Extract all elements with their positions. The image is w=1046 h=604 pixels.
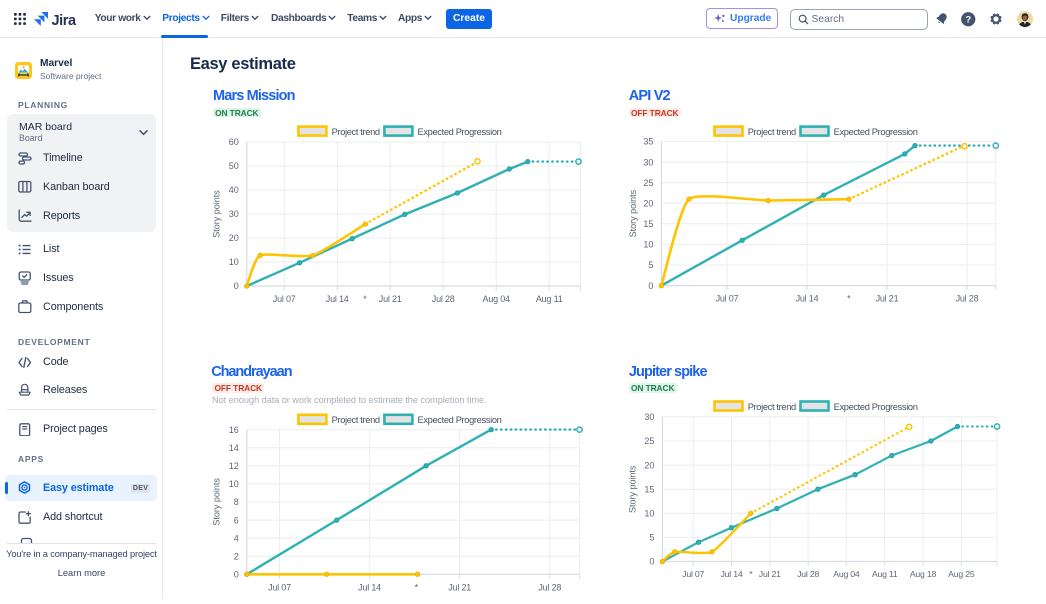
svg-text:0: 0 xyxy=(234,281,239,291)
svg-text:Jul 14: Jul 14 xyxy=(796,294,819,304)
svg-text:30: 30 xyxy=(644,412,654,422)
svg-text:*: * xyxy=(749,569,753,579)
svg-text:20: 20 xyxy=(643,199,653,209)
svg-text:Jul 07: Jul 07 xyxy=(273,294,296,304)
svg-text:*: * xyxy=(415,582,419,592)
svg-text:Aug 04: Aug 04 xyxy=(833,569,860,579)
svg-text:5: 5 xyxy=(648,260,653,270)
svg-text:Project trend: Project trend xyxy=(748,127,796,137)
svg-text:30: 30 xyxy=(229,209,239,219)
svg-text:Project trend: Project trend xyxy=(748,402,796,412)
svg-text:10: 10 xyxy=(643,240,653,250)
svg-text:Jul 07: Jul 07 xyxy=(268,582,291,592)
svg-text:Aug 25: Aug 25 xyxy=(948,569,975,579)
svg-text:Story points: Story points xyxy=(212,190,222,238)
svg-text:?: ? xyxy=(965,15,971,26)
svg-text:20: 20 xyxy=(229,233,239,243)
svg-text:Project trend: Project trend xyxy=(332,415,380,425)
svg-text:Aug 04: Aug 04 xyxy=(483,294,511,304)
svg-text:Aug 11: Aug 11 xyxy=(536,294,563,304)
svg-text:Expected Progression: Expected Progression xyxy=(418,127,502,137)
svg-text:Expected Progression: Expected Progression xyxy=(418,415,502,425)
svg-text:25: 25 xyxy=(643,178,653,188)
svg-text:Story points: Story points xyxy=(628,465,638,513)
svg-text:Aug 18: Aug 18 xyxy=(910,569,937,579)
svg-text:0: 0 xyxy=(234,570,239,580)
svg-text:5: 5 xyxy=(649,533,654,543)
svg-text:Jul 14: Jul 14 xyxy=(721,569,743,579)
svg-text:6: 6 xyxy=(234,515,239,525)
svg-text:2: 2 xyxy=(234,551,239,561)
svg-text:Jul 14: Jul 14 xyxy=(326,294,349,304)
svg-text:10: 10 xyxy=(229,479,239,489)
svg-text:Jul 07: Jul 07 xyxy=(682,569,704,579)
svg-text:Story points: Story points xyxy=(212,478,222,526)
svg-text:0: 0 xyxy=(648,281,653,291)
svg-text:15: 15 xyxy=(644,484,654,494)
svg-text:15: 15 xyxy=(643,219,653,229)
svg-text:Jul 21: Jul 21 xyxy=(448,582,471,592)
svg-text:50: 50 xyxy=(229,161,239,171)
svg-text:*: * xyxy=(363,294,367,304)
svg-text:60: 60 xyxy=(229,137,239,147)
svg-text:16: 16 xyxy=(229,425,239,435)
svg-text:Jul 07: Jul 07 xyxy=(716,294,739,304)
svg-text:12: 12 xyxy=(229,461,239,471)
svg-text:Project trend: Project trend xyxy=(332,127,380,137)
svg-text:35: 35 xyxy=(643,137,653,147)
svg-text:Jira: Jira xyxy=(51,13,77,28)
svg-text:Story points: Story points xyxy=(628,189,638,237)
svg-text:Jul 14: Jul 14 xyxy=(358,582,381,592)
svg-text:4: 4 xyxy=(234,533,239,543)
svg-text:10: 10 xyxy=(644,509,654,519)
svg-text:Jul 28: Jul 28 xyxy=(956,294,979,304)
svg-text:20: 20 xyxy=(644,460,654,470)
svg-text:Jul 28: Jul 28 xyxy=(797,569,819,579)
svg-text:Jul 21: Jul 21 xyxy=(876,294,899,304)
svg-text:0: 0 xyxy=(649,557,654,567)
svg-text:Expected Progression: Expected Progression xyxy=(834,127,918,137)
svg-text:Aug 11: Aug 11 xyxy=(872,569,898,579)
svg-text:30: 30 xyxy=(643,157,653,167)
svg-text:14: 14 xyxy=(229,443,239,453)
svg-text:Expected Progression: Expected Progression xyxy=(834,402,918,412)
svg-text:10: 10 xyxy=(229,257,239,267)
svg-text:*: * xyxy=(847,294,851,304)
svg-text:Jul 21: Jul 21 xyxy=(759,569,781,579)
svg-text:Jul 28: Jul 28 xyxy=(432,294,455,304)
svg-text:Jul 21: Jul 21 xyxy=(379,294,402,304)
svg-text:8: 8 xyxy=(234,497,239,507)
svg-text:Jul 28: Jul 28 xyxy=(538,582,561,592)
svg-text:25: 25 xyxy=(644,436,654,446)
svg-text:40: 40 xyxy=(229,185,239,195)
